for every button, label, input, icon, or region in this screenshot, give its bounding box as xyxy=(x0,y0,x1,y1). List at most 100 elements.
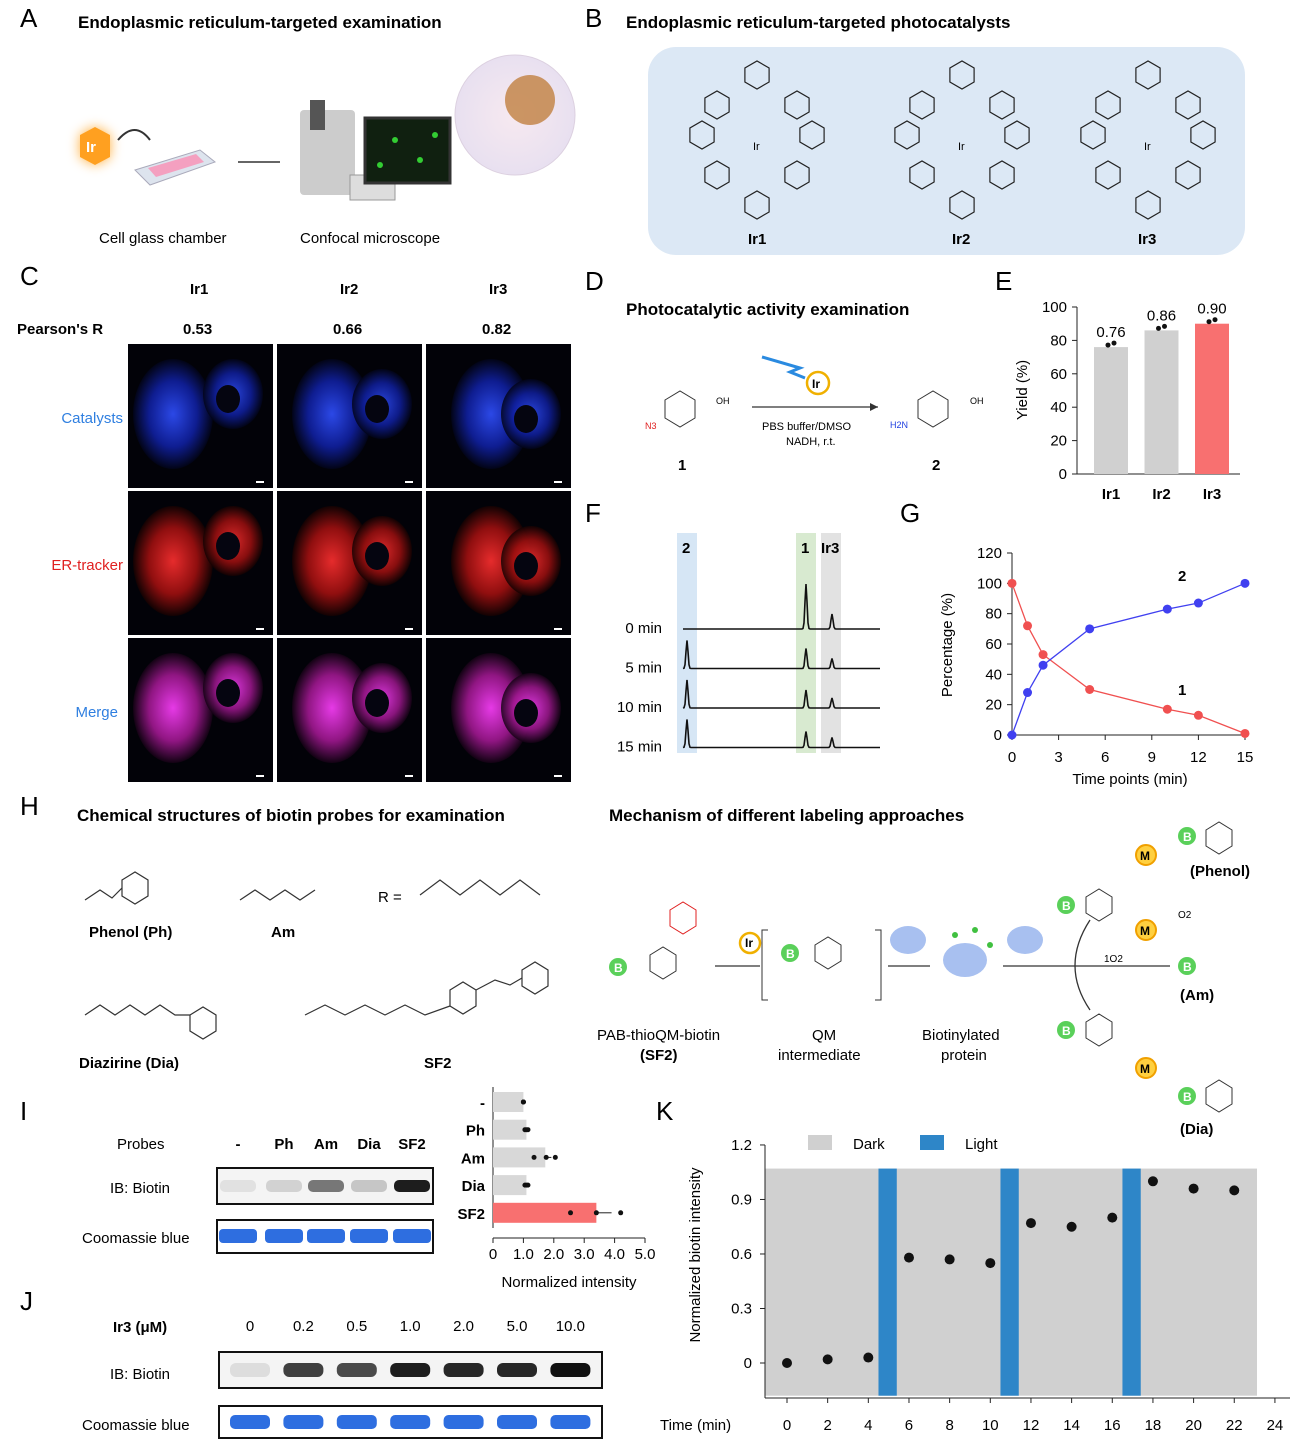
metal-catalyst-icon xyxy=(1135,919,1157,941)
peak-label: 2 xyxy=(682,540,690,557)
scale-bar xyxy=(405,481,413,483)
ir-badge: Ir xyxy=(86,139,96,156)
nucleus xyxy=(514,552,538,580)
data-point xyxy=(863,1352,874,1363)
aromatic-ring xyxy=(689,120,715,150)
x-tick-label: 12 xyxy=(1190,749,1207,766)
data-point-series-1 xyxy=(1007,578,1017,588)
hydroxyl: OH xyxy=(716,396,730,406)
scale-bar xyxy=(554,628,562,630)
metal-catalyst-label: M xyxy=(1140,924,1150,938)
y-tick-label: 80 xyxy=(985,606,1002,623)
chromatogram-trace xyxy=(683,583,880,630)
bar-Dia xyxy=(493,1175,527,1196)
blot-band xyxy=(394,1180,430,1192)
x-tick-label: 12 xyxy=(1023,1417,1040,1434)
blot-band xyxy=(336,1363,377,1377)
lane-label: 5.0 xyxy=(507,1318,528,1335)
nucleus xyxy=(216,385,240,413)
data-point xyxy=(531,1154,537,1160)
aromatic-ring xyxy=(1135,190,1161,220)
aromatic-ring xyxy=(1175,90,1201,120)
data-point-series-1 xyxy=(1023,621,1033,631)
data-point xyxy=(1105,342,1111,348)
chromatogram-trace xyxy=(682,679,880,709)
lane-label: 0.5 xyxy=(346,1318,367,1335)
data-point xyxy=(944,1254,955,1265)
bar-Ph xyxy=(493,1119,527,1140)
aromatic-ring xyxy=(799,120,825,150)
peak-label: Ir3 xyxy=(821,540,839,557)
panel-title: Chemical structures of biotin probes for… xyxy=(77,806,505,825)
biotin-badge-label: B xyxy=(1062,1024,1071,1038)
data-label: 0.76 xyxy=(1096,324,1125,341)
legend-label: Light xyxy=(965,1136,998,1153)
data-point xyxy=(1066,1221,1077,1232)
blot-band xyxy=(220,1180,256,1192)
cell xyxy=(292,506,372,616)
bar-Ir3 xyxy=(1195,323,1229,474)
aromatic-ring xyxy=(949,190,975,220)
data-point xyxy=(1206,319,1212,325)
y-axis-label: Percentage (%) xyxy=(939,593,956,697)
aromatic-ring xyxy=(1190,120,1216,150)
y-tick-label: 0.6 xyxy=(731,1246,752,1263)
ir-catalyst-label: Ir xyxy=(745,936,753,950)
panel-letter: G xyxy=(900,498,920,528)
aromatic-ring xyxy=(1080,120,1106,150)
lane-label: Ph xyxy=(274,1136,293,1153)
blot-band xyxy=(351,1180,387,1192)
biotin-badge-icon xyxy=(1178,827,1196,845)
panel-letter: C xyxy=(20,261,39,291)
catalyst-label: Ir xyxy=(812,377,820,391)
blot-band xyxy=(443,1363,484,1377)
coomassie-band xyxy=(219,1229,257,1243)
y-tick-label: 20 xyxy=(985,697,1002,714)
micrograph-catalysts-ir1 xyxy=(128,344,273,488)
x-tick-label: 10 xyxy=(982,1417,999,1434)
nucleus xyxy=(365,395,389,423)
data-point-series-1 xyxy=(1085,685,1095,694)
scale-bar xyxy=(405,775,413,777)
x-tick-label: 8 xyxy=(945,1417,953,1434)
dia-label: (Dia) xyxy=(1180,1121,1213,1138)
lane-label: Am xyxy=(314,1136,338,1153)
x-tick-label: 24 xyxy=(1267,1417,1284,1434)
aromatic-ring xyxy=(949,60,975,90)
aromatic-ring xyxy=(1095,90,1121,120)
x-tick-label: 3.0 xyxy=(574,1246,595,1263)
compound-number: 1 xyxy=(678,457,686,474)
data-point xyxy=(1229,1185,1240,1196)
data-point-series-2 xyxy=(1193,598,1203,608)
panel-k: K 00.30.60.91.20 2 4 6 8 10 12 14 16 18 20 22 24Time… xyxy=(656,1096,1290,1434)
phenol-label: (Phenol) xyxy=(1190,863,1250,880)
coomassie-label: Coomassie blue xyxy=(82,1417,190,1434)
y-tick-label: - xyxy=(480,1095,485,1112)
biotin-badge-label: B xyxy=(614,961,623,975)
biotin-badge-icon xyxy=(1057,1021,1075,1039)
ir-catalyst-icon xyxy=(738,931,762,955)
aromatic-ring xyxy=(1004,120,1030,150)
data-point xyxy=(1212,317,1218,323)
x-tick-label: 15 xyxy=(1237,749,1254,766)
pearson-label: Pearson's R xyxy=(17,321,103,338)
sf2-short-label: (SF2) xyxy=(640,1047,678,1064)
bar-Am xyxy=(493,1147,546,1168)
cell xyxy=(451,359,531,469)
nucleus xyxy=(505,75,555,125)
data-point xyxy=(782,1358,792,1368)
panel-letter: F xyxy=(585,498,601,528)
x-tick-label: 6 xyxy=(905,1417,913,1434)
protein-label: Biotinylated xyxy=(922,1027,1000,1044)
y-tick-label: SF2 xyxy=(457,1206,485,1223)
compound-label: Ir2 xyxy=(952,231,970,248)
nucleus xyxy=(216,532,240,560)
micrograph-er-tracker-ir3 xyxy=(426,491,571,635)
cell xyxy=(451,653,531,763)
data-label: 0.90 xyxy=(1197,301,1226,318)
y-tick-label: 60 xyxy=(1050,366,1067,383)
scale-bar xyxy=(256,775,264,777)
coomassie-band xyxy=(307,1229,345,1243)
aromatic-ring xyxy=(744,60,770,90)
metal-catalyst-icon xyxy=(1135,844,1157,866)
